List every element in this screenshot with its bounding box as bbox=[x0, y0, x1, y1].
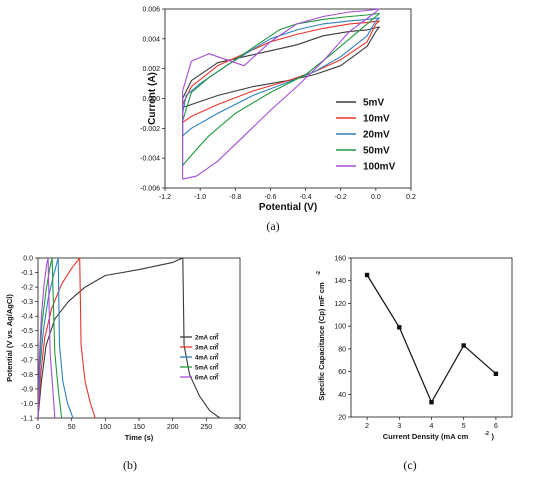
data-point-1 bbox=[364, 272, 370, 278]
legend-label-5mV: 5mV bbox=[363, 98, 384, 109]
x-tick-label: -0.6 bbox=[264, 194, 276, 201]
legend-label-superscript: -2 bbox=[215, 332, 219, 337]
series-line-50mV bbox=[182, 12, 380, 166]
capacitance-line bbox=[366, 274, 497, 404]
y-axis-label-c: Specific Capacitance (Cp) mF cm bbox=[317, 282, 326, 401]
series-line-5mA-cm bbox=[37, 257, 63, 419]
y-tick-label: 0.0 bbox=[23, 256, 33, 263]
x-tick-label: -0.8 bbox=[229, 194, 241, 201]
legend-label-100mV: 100mV bbox=[363, 162, 396, 173]
x-axis-label-end: ) bbox=[492, 432, 495, 441]
legend-label: 4mA cm bbox=[195, 356, 218, 362]
x-tick-label: 5 bbox=[462, 423, 466, 430]
x-axis-label-b: Time (s) bbox=[125, 433, 154, 442]
y-tick-label: -0.1 bbox=[21, 270, 33, 277]
x-tick-label: 50 bbox=[68, 424, 76, 431]
y-tick-label: -0.8 bbox=[21, 372, 33, 379]
y-axis-label-b: Potential (V vs. Ag/AgCl) bbox=[5, 294, 14, 382]
legend-label-20mV: 20mV bbox=[363, 130, 390, 141]
x-tick-label: -0.2 bbox=[335, 194, 347, 201]
x-tick-label: 0.2 bbox=[406, 194, 416, 201]
plot-area-2 bbox=[350, 257, 513, 418]
x-tick-label: -1.2 bbox=[159, 194, 171, 201]
series-line-4mA-cm bbox=[37, 257, 74, 419]
x-axis-label-a: Potential (V) bbox=[259, 202, 317, 213]
x-tick-label: -0.4 bbox=[300, 194, 312, 201]
x-tick-label: 100 bbox=[99, 424, 111, 431]
x-tick-label: 0 bbox=[36, 424, 40, 431]
legend-label-superscript: -2 bbox=[215, 342, 219, 347]
data-point-4 bbox=[461, 343, 466, 348]
x-tick-label: 300 bbox=[234, 424, 246, 431]
y-tick-label: 0.002 bbox=[142, 66, 160, 73]
legend-label-superscript: -2 bbox=[215, 352, 219, 357]
legend-label-50mV: 50mV bbox=[363, 146, 390, 157]
y-tick-label: 0.004 bbox=[142, 36, 160, 43]
x-axis-label-c: Current Density (mA cm bbox=[383, 432, 469, 441]
y-tick-label: -0.9 bbox=[21, 386, 33, 393]
y-tick-label: -0.002 bbox=[140, 126, 160, 133]
x-tick-label: 150 bbox=[133, 424, 145, 431]
y-tick-label: -0.4 bbox=[21, 314, 33, 321]
y-tick-label: -0.006 bbox=[140, 186, 160, 193]
y-tick-label: 0.000 bbox=[142, 96, 160, 103]
y-axis-label-a: Current (A) bbox=[147, 72, 158, 125]
y-tick-label: 100 bbox=[334, 324, 346, 331]
y-axis-label-superscript: -2 bbox=[316, 271, 322, 276]
caption-a: (a) bbox=[266, 219, 279, 233]
x-axis-label-superscript: -2 bbox=[485, 431, 490, 437]
y-tick-label: 40 bbox=[338, 392, 346, 399]
caption-c: (c) bbox=[403, 458, 416, 472]
x-tick-label: -1.0 bbox=[194, 194, 206, 201]
y-tick-label: -1.1 bbox=[21, 416, 33, 423]
y-tick-label: 0.006 bbox=[142, 7, 160, 14]
y-tick-label: -0.2 bbox=[21, 285, 33, 292]
data-point-3 bbox=[429, 400, 434, 405]
y-tick-label: -0.5 bbox=[21, 328, 33, 335]
series-line-6mA-cm bbox=[37, 257, 56, 419]
x-tick-label: 0.0 bbox=[371, 194, 381, 201]
legend-label: 5mA cm bbox=[195, 366, 218, 372]
legend-label-superscript: -2 bbox=[215, 362, 219, 367]
legend-label-10mV: 10mV bbox=[363, 114, 390, 125]
x-tick-label: 6 bbox=[494, 423, 498, 430]
x-tick-label: 200 bbox=[167, 424, 179, 431]
x-tick-label: 250 bbox=[200, 424, 212, 431]
y-tick-label: -0.3 bbox=[21, 299, 33, 306]
series-line-3mA-cm bbox=[37, 257, 96, 419]
y-tick-label: 140 bbox=[334, 278, 346, 285]
y-tick-label: 60 bbox=[338, 369, 346, 376]
legend-label: 3mA cm bbox=[195, 346, 218, 352]
legend-label: 2mA cm bbox=[195, 336, 218, 342]
series-line-100mV bbox=[182, 8, 380, 180]
legend-label-superscript: -2 bbox=[215, 372, 219, 377]
x-tick-label: 2 bbox=[365, 423, 369, 430]
caption-b: (b) bbox=[123, 458, 137, 472]
y-tick-label: -0.6 bbox=[21, 343, 33, 350]
y-tick-label: -1.0 bbox=[21, 401, 33, 408]
x-tick-label: 3 bbox=[397, 423, 401, 430]
series-line-2mA-cm bbox=[37, 257, 221, 419]
y-tick-label: 160 bbox=[334, 256, 346, 263]
y-tick-label: -0.7 bbox=[21, 357, 33, 364]
y-tick-label: 80 bbox=[338, 346, 346, 353]
y-tick-label: -0.004 bbox=[140, 156, 160, 163]
series-line-10mV bbox=[182, 20, 380, 123]
y-tick-label: 20 bbox=[338, 415, 346, 422]
data-point-2 bbox=[397, 325, 402, 330]
data-point-5 bbox=[493, 371, 499, 376]
legend-label: 6mA cm bbox=[195, 376, 218, 382]
x-tick-label: 4 bbox=[430, 423, 434, 430]
y-tick-label: 120 bbox=[334, 301, 346, 308]
